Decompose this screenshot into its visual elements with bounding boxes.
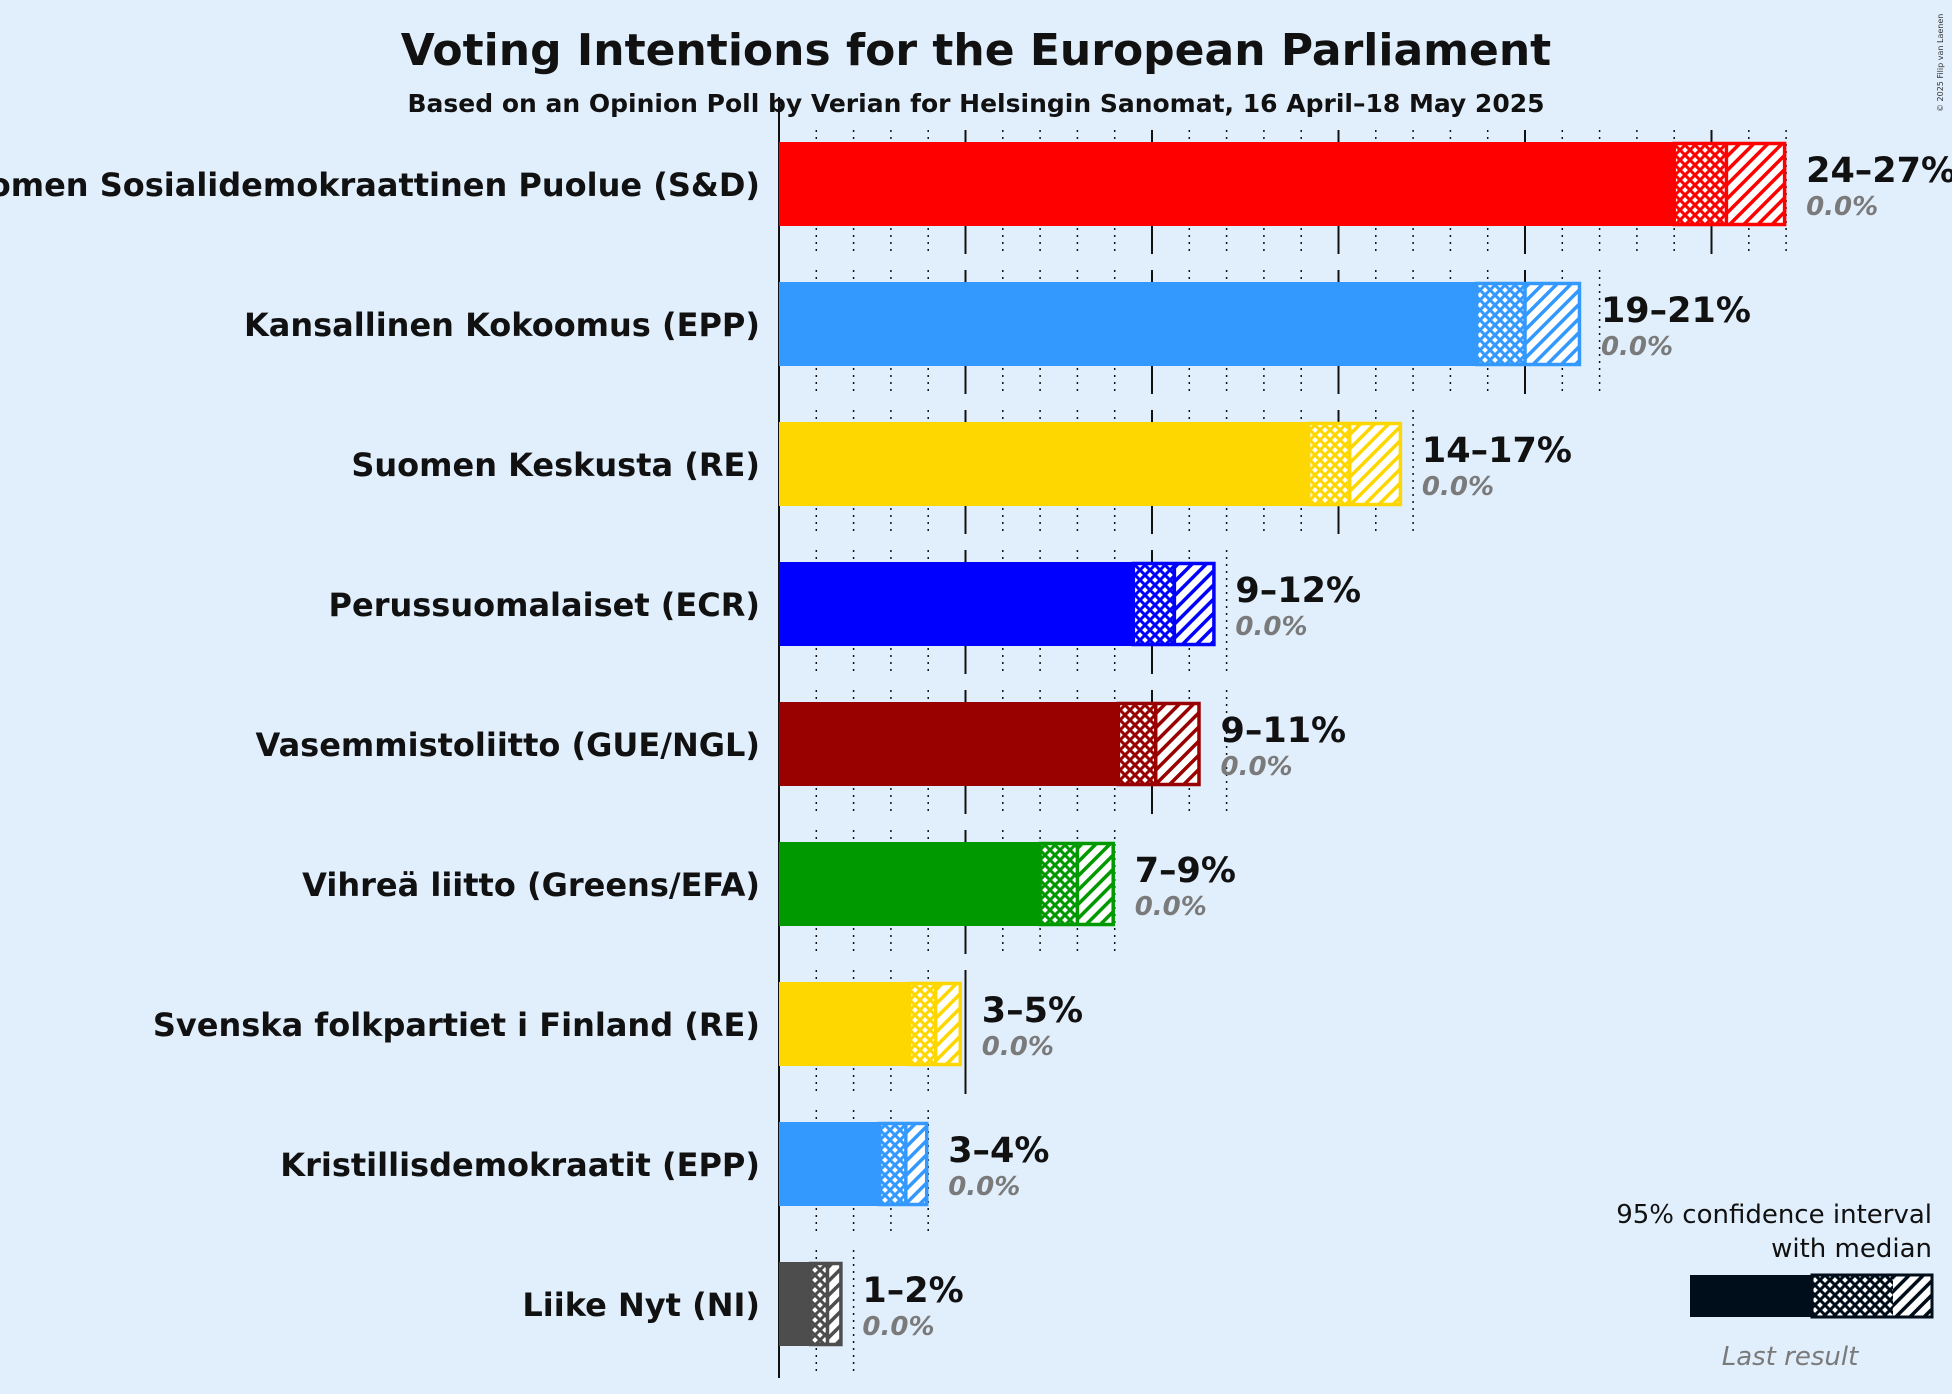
- bar-solid-4: [779, 702, 1119, 786]
- party-label-5: Vihreä liitto (Greens/EFA): [302, 866, 760, 904]
- chart-subtitle: Based on an Opinion Poll by Verian for H…: [407, 89, 1544, 118]
- labels: Suomen Sosialidemokraattinen Puolue (S&D…: [0, 151, 1952, 1342]
- bar-ci-lower-6: [909, 982, 936, 1066]
- last-result-label-2: 0.0%: [1422, 472, 1494, 502]
- legend-cross-hatch: [1812, 1275, 1893, 1317]
- party-label-0: Suomen Sosialidemokraattinen Puolue (S&D…: [0, 166, 760, 204]
- bar-ci-lower-3: [1133, 562, 1175, 646]
- copyright: © 2025 Filip van Laenen: [1936, 14, 1945, 112]
- bar-ci-outline-2: [1306, 421, 1403, 507]
- legend-title-line1: 95% confidence interval: [1616, 1200, 1932, 1230]
- party-label-2: Suomen Keskusta (RE): [351, 446, 760, 484]
- bar-ci-upper-5: [1077, 842, 1115, 926]
- bar-ci-upper-2: [1349, 422, 1402, 506]
- range-label-3: 9–12%: [1235, 571, 1361, 611]
- range-label-8: 1–2%: [862, 1271, 963, 1311]
- party-label-1: Kansallinen Kokoomus (EPP): [244, 306, 760, 344]
- last-result-label-7: 0.0%: [948, 1172, 1020, 1202]
- bar-ci-upper-8: [827, 1262, 843, 1346]
- bar-solid-6: [779, 982, 910, 1066]
- last-result-label-4: 0.0%: [1220, 752, 1292, 782]
- range-label-6: 3–5%: [982, 991, 1083, 1031]
- range-label-1: 19–21%: [1601, 291, 1751, 331]
- bar-solid-0: [779, 142, 1675, 226]
- bar-ci-upper-7: [905, 1122, 929, 1206]
- bar-ci-upper-0: [1726, 142, 1787, 226]
- range-label-4: 9–11%: [1220, 711, 1346, 751]
- bar-solid-8: [779, 1262, 811, 1346]
- bar-ci-lower-2: [1308, 422, 1350, 506]
- bar-ci-outline-4: [1116, 701, 1201, 787]
- bar-solid-1: [779, 282, 1477, 366]
- bar-ci-lower-5: [1040, 842, 1078, 926]
- last-result-label-3: 0.0%: [1235, 612, 1307, 642]
- party-label-3: Perussuomalaiset (ECR): [329, 586, 760, 624]
- chart-title: Voting Intentions for the European Parli…: [401, 25, 1551, 76]
- last-result-label-0: 0.0%: [1806, 192, 1878, 222]
- bar-solid-5: [779, 842, 1041, 926]
- legend-solid-bar: [1690, 1275, 1812, 1317]
- bar-ci-lower-7: [879, 1122, 906, 1206]
- bar-ci-upper-3: [1174, 562, 1216, 646]
- range-label-2: 14–17%: [1422, 431, 1572, 471]
- bar-ci-outline-1: [1474, 281, 1582, 367]
- bar-ci-outline-0: [1672, 141, 1787, 227]
- bars: [779, 141, 1787, 1347]
- last-result-label-5: 0.0%: [1135, 892, 1207, 922]
- bar-solid-2: [779, 422, 1309, 506]
- range-label-5: 7–9%: [1135, 851, 1236, 891]
- party-label-6: Svenska folkpartiet i Finland (RE): [153, 1006, 760, 1044]
- party-label-7: Kristillisdemokraatit (EPP): [280, 1146, 760, 1184]
- legend-title-line2: with median: [1771, 1234, 1932, 1264]
- range-label-7: 3–4%: [948, 1131, 1049, 1171]
- bar-ci-upper-1: [1525, 282, 1581, 366]
- bar-solid-3: [779, 562, 1134, 646]
- bar-ci-outline-7: [877, 1121, 929, 1207]
- legend-last-result-label: Last result: [1722, 1342, 1859, 1372]
- legend-outline: [1810, 1273, 1934, 1319]
- legend: 95% confidence interval with median Last…: [1616, 1200, 1934, 1372]
- last-result-label-8: 0.0%: [862, 1312, 934, 1342]
- bar-solid-7: [779, 1122, 880, 1206]
- bar-ci-upper-4: [1155, 702, 1201, 786]
- bar-ci-lower-1: [1476, 282, 1525, 366]
- party-label-4: Vasemmistoliitto (GUE/NGL): [256, 726, 760, 764]
- bar-ci-lower-8: [810, 1262, 828, 1346]
- party-label-8: Liike Nyt (NI): [522, 1286, 760, 1324]
- bar-ci-lower-0: [1674, 142, 1727, 226]
- range-label-0: 24–27%: [1806, 151, 1952, 191]
- last-result-label-6: 0.0%: [982, 1032, 1054, 1062]
- legend-diagonal-hatch: [1893, 1275, 1932, 1317]
- bar-ci-upper-6: [935, 982, 962, 1066]
- bar-ci-lower-4: [1118, 702, 1156, 786]
- last-result-label-1: 0.0%: [1601, 332, 1673, 362]
